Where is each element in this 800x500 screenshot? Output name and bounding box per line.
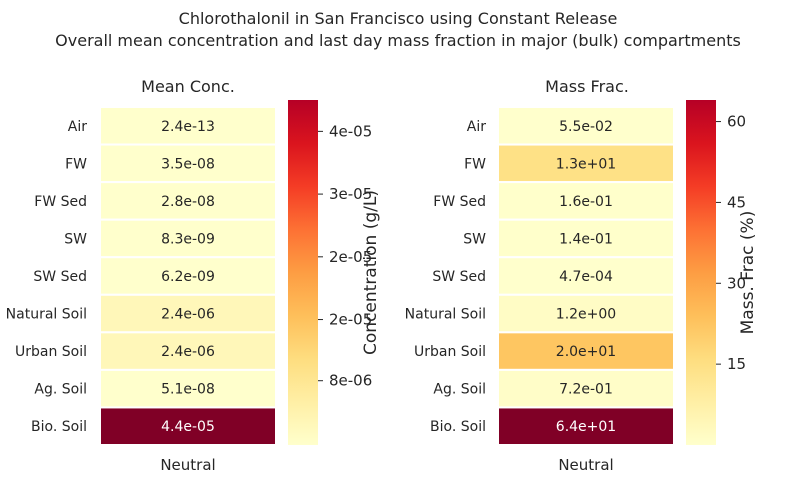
heatmap-cell (99, 406, 277, 447)
heatmap-cell (99, 218, 277, 259)
row-label: Air (467, 119, 486, 135)
heatmap-cell (497, 181, 675, 221)
colorbar-tick-label: 30 (727, 274, 746, 292)
row-label: FW (65, 156, 87, 172)
colorbar-tick-label: 2e-05 (329, 311, 372, 329)
row-label: Ag. Soil (34, 382, 87, 398)
cell-value-label: 1.4e-01 (559, 231, 613, 247)
panel-title: Mass Frac. (545, 77, 629, 96)
cell-value-label: 2.0e+01 (556, 344, 616, 360)
figure-title-line2: Overall mean concentration and last day … (55, 31, 741, 50)
cell-value-label: 2.8e-08 (161, 194, 215, 210)
row-label: Urban Soil (414, 344, 486, 360)
cell-value-label: 4.4e-05 (161, 419, 215, 435)
heatmap-cell (497, 256, 675, 296)
heatmap-mass-frac: Mass Frac. 5.5e-02 Air 1.3e+01 FW 1.6e-01 FW S… (405, 77, 758, 474)
colorbar-tick-label: 45 (727, 193, 746, 211)
row-label: FW Sed (34, 194, 87, 210)
row-label: SW (463, 231, 486, 247)
cell-value-label: 2.4e-06 (161, 307, 215, 323)
x-axis-label: Neutral (160, 456, 215, 474)
heatmap-cell (99, 143, 277, 184)
cell-value-label: 1.6e-01 (559, 194, 613, 210)
cell-value-label: 3.5e-08 (161, 156, 215, 172)
figure-title-line1: Chlorothalonil in San Francisco using Co… (179, 9, 618, 28)
cell-value-label: 8.3e-09 (161, 231, 215, 247)
heatmap-mean-conc: Mean Conc. 2.4e-13 Air 3.5e-08 FW 2.8e-08 FW S… (6, 77, 381, 474)
row-label: SW Sed (33, 269, 87, 285)
row-label: FW (464, 156, 486, 172)
cell-value-label: 5.5e-02 (559, 119, 613, 135)
colorbar (288, 100, 318, 445)
cell-value-label: 6.4e+01 (556, 419, 616, 435)
colorbar-tick-label: 15 (727, 355, 746, 373)
heatmap-cell (99, 293, 277, 334)
colorbar-axis-title: Mass. Frac (%) (738, 211, 758, 335)
row-label: FW Sed (433, 194, 486, 210)
row-label: Bio. Soil (31, 419, 87, 435)
heatmap-cell (497, 218, 675, 259)
row-label: Natural Soil (405, 307, 486, 323)
cell-value-label: 2.4e-13 (161, 119, 215, 135)
cell-value-label: 1.2e+00 (556, 307, 616, 323)
heatmap-cell (99, 106, 277, 146)
row-label: Bio. Soil (430, 419, 486, 435)
colorbar-tick-label: 2e-05 (329, 248, 372, 266)
colorbar-tick-label: 8e-06 (329, 372, 372, 390)
panel-title: Mean Conc. (141, 77, 235, 96)
colorbar-axis-title: Concentration (g/L) (361, 190, 381, 355)
colorbar-tick-label: 60 (727, 113, 746, 131)
x-axis-label: Neutral (558, 456, 613, 474)
row-label: Urban Soil (15, 344, 87, 360)
cell-value-label: 7.2e-01 (559, 382, 613, 398)
heatmap-cell (497, 406, 675, 447)
cell-value-label: 4.7e-04 (559, 269, 613, 285)
cell-value-label: 5.1e-08 (161, 382, 215, 398)
cell-value-label: 6.2e-09 (161, 269, 215, 285)
colorbar-tick-label: 3e-05 (329, 185, 372, 203)
heatmap-cell (497, 106, 675, 146)
heatmap-cell (99, 368, 277, 409)
colorbar-tick-label: 4e-05 (329, 122, 372, 140)
colorbar (686, 100, 716, 445)
row-label: Air (68, 119, 87, 135)
cell-value-label: 1.3e+01 (556, 156, 616, 172)
row-label: SW Sed (432, 269, 486, 285)
heatmap-cell (497, 293, 675, 334)
row-label: Natural Soil (6, 307, 87, 323)
row-label: SW (64, 231, 87, 247)
cell-value-label: 2.4e-06 (161, 344, 215, 360)
row-label: Ag. Soil (433, 382, 486, 398)
